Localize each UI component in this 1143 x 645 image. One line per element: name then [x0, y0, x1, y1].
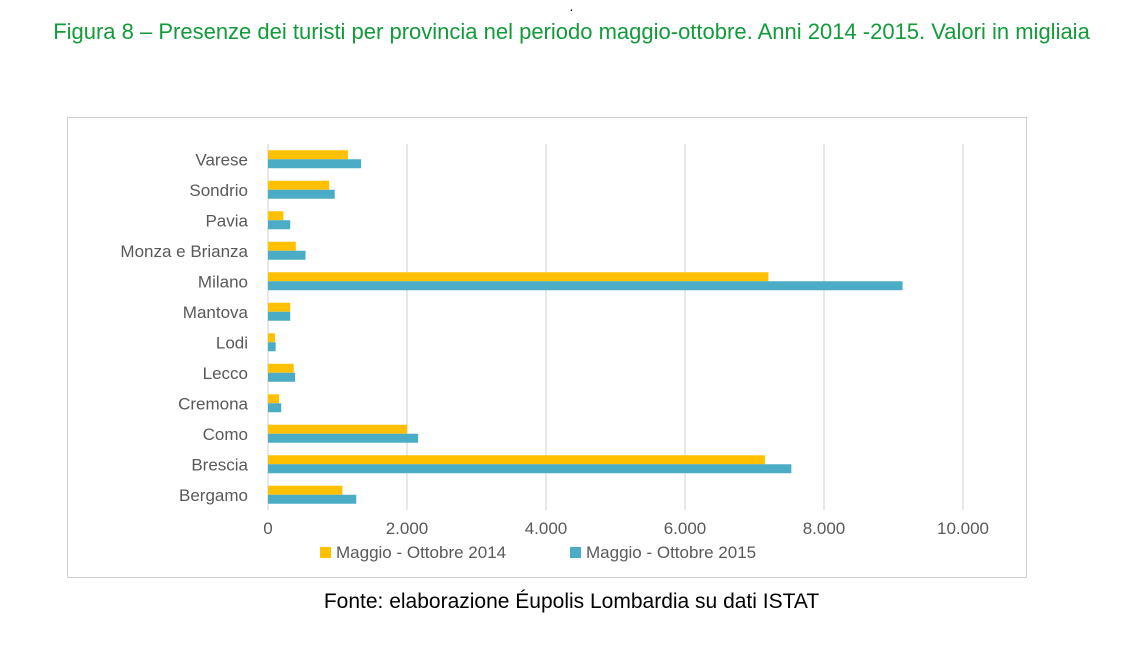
- category-label-monza-e-brianza: Monza e Brianza: [120, 242, 248, 261]
- category-label-lecco: Lecco: [203, 364, 248, 383]
- bar-milano-2015: [268, 281, 903, 291]
- category-label-brescia: Brescia: [191, 455, 248, 474]
- bar-milano-2014: [268, 272, 769, 282]
- bar-mantova-2015: [268, 311, 291, 321]
- category-label-como: Como: [203, 425, 248, 444]
- bar-varese-2015: [268, 159, 362, 169]
- bar-bergamo-2014: [268, 485, 343, 495]
- bar-brescia-2014: [268, 455, 765, 465]
- x-tick-label: 0: [263, 519, 272, 538]
- legend: Maggio - Ottobre 2014 Maggio - Ottobre 20…: [320, 543, 756, 562]
- x-tick-label: 8.000: [803, 519, 846, 538]
- bar-cremona-2015: [268, 403, 282, 413]
- bar-monza-e-brianza-2014: [268, 241, 296, 251]
- x-tick-label: 4.000: [525, 519, 568, 538]
- category-label-mantova: Mantova: [183, 303, 249, 322]
- bar-como-2014: [268, 424, 407, 434]
- chart-frame: Varese Sondrio Pavia Monza e Brianza Milano M…: [67, 117, 1027, 578]
- bar-sondrio-2015: [268, 189, 335, 199]
- category-label-sondrio: Sondrio: [189, 181, 248, 200]
- bar-chart: Varese Sondrio Pavia Monza e Brianza Milano M…: [120, 144, 989, 562]
- category-label-pavia: Pavia: [205, 211, 248, 230]
- gridlines: [267, 144, 964, 510]
- category-label-varese: Varese: [195, 150, 248, 169]
- category-labels: Varese Sondrio Pavia Monza e Brianza Milano M…: [120, 150, 248, 505]
- x-tick-labels: 0 2.000 4.000 6.000 8.000 10.000: [263, 519, 989, 538]
- legend-label-2014: Maggio - Ottobre 2014: [336, 543, 506, 562]
- legend-swatch-2015: [570, 547, 581, 558]
- x-tick-label: 6.000: [664, 519, 707, 538]
- bar-como-2015: [268, 433, 419, 443]
- bar-sondrio-2014: [268, 180, 330, 190]
- category-label-cremona: Cremona: [178, 394, 248, 413]
- category-label-milano: Milano: [198, 272, 248, 291]
- figure-title: Figura 8 – Presenze dei turisti per prov…: [53, 19, 1090, 44]
- bar-monza-e-brianza-2015: [268, 250, 306, 260]
- top-mark: .: [569, 0, 574, 14]
- x-tick-label: 2.000: [386, 519, 429, 538]
- bar-bergamo-2015: [268, 494, 357, 504]
- bar-lodi-2014: [268, 333, 275, 343]
- bar-lodi-2015: [268, 342, 276, 352]
- bar-pavia-2014: [268, 211, 284, 221]
- x-tick-label: 10.000: [937, 519, 989, 538]
- category-label-bergamo: Bergamo: [179, 486, 248, 505]
- legend-label-2015: Maggio - Ottobre 2015: [586, 543, 756, 562]
- bar-lecco-2014: [268, 363, 294, 373]
- bar-pavia-2015: [268, 220, 291, 230]
- bar-mantova-2014: [268, 302, 291, 312]
- legend-swatch-2014: [320, 547, 331, 558]
- bars: [268, 150, 903, 504]
- source-note: Fonte: elaborazione Éupolis Lombardia su…: [323, 590, 820, 613]
- bar-cremona-2014: [268, 394, 280, 404]
- category-label-lodi: Lodi: [216, 333, 248, 352]
- bar-varese-2014: [268, 150, 348, 160]
- bar-lecco-2015: [268, 372, 296, 382]
- bar-brescia-2015: [268, 464, 792, 474]
